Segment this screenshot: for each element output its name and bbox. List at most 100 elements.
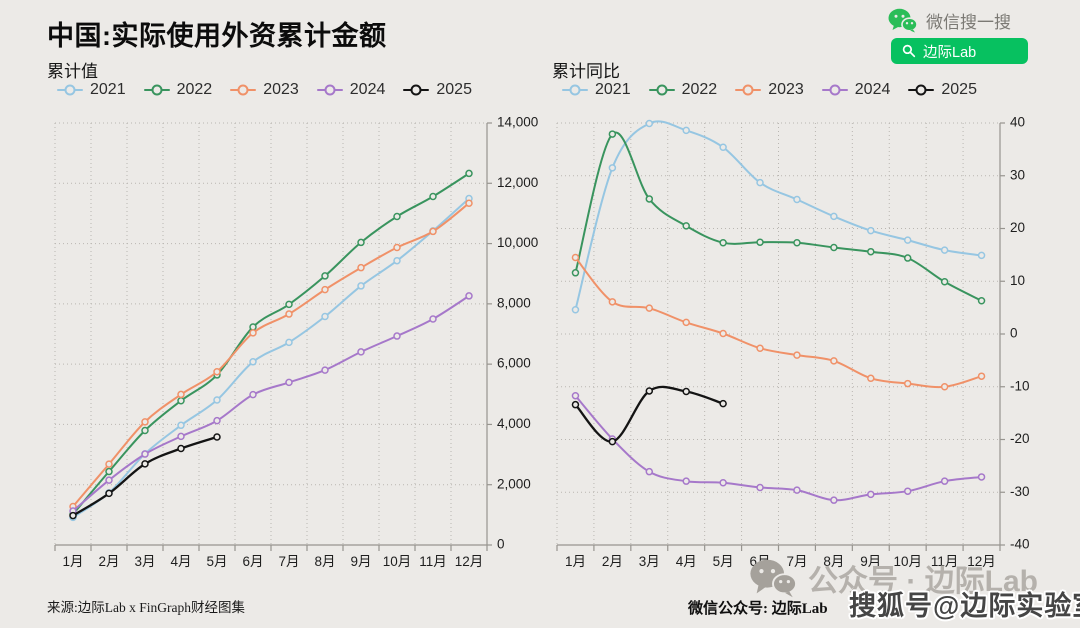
wechat-bubbles-icon bbox=[750, 559, 798, 598]
series-line-2021 bbox=[72, 197, 470, 519]
x-tick-label: 10月 bbox=[383, 554, 412, 569]
search-icon bbox=[902, 44, 916, 58]
wechat-logo-icon bbox=[888, 8, 917, 33]
y-tick-label: -30 bbox=[1010, 484, 1030, 499]
y-tick-label: -20 bbox=[1010, 431, 1030, 446]
watermark-sohu: 搜狐号@边际实验室 bbox=[849, 591, 1080, 621]
x-tick-label: 1月 bbox=[62, 554, 83, 569]
cumulative-value-chart: 0 2,000 4,000 6,000 8,000 10,000 12,000 14,000 1… bbox=[54, 115, 538, 569]
gridlines bbox=[556, 122, 1001, 546]
y-tick-label: 2,000 bbox=[497, 476, 531, 491]
y-tick-label: 20 bbox=[1010, 220, 1025, 235]
left-chart-subtitle: 累计值 bbox=[47, 62, 98, 81]
y-tick-label: 40 bbox=[1010, 115, 1025, 130]
wechat-account-note: 微信公众号: 边际Lab bbox=[688, 601, 828, 617]
x-tick-label: 4月 bbox=[170, 554, 191, 569]
axes bbox=[54, 122, 492, 551]
x-tick-label: 12月 bbox=[967, 554, 996, 569]
wechat-search-hint: 微信搜一搜 bbox=[888, 8, 1011, 33]
x-tick-label: 12月 bbox=[455, 554, 484, 569]
legend-marker-2023 bbox=[735, 84, 762, 96]
series-line-2023 bbox=[72, 202, 470, 508]
legend-item-2025[interactable]: 2025 bbox=[403, 81, 472, 99]
page-title: 中国:实际使用外资累计金额 bbox=[47, 21, 387, 51]
x-tick-label: 10月 bbox=[893, 554, 922, 569]
legend-label: 2021 bbox=[90, 81, 126, 98]
x-tick-label: 5月 bbox=[206, 554, 227, 569]
x-tick-label: 3月 bbox=[134, 554, 155, 569]
series-markers-2021 bbox=[571, 119, 986, 314]
x-tick-label: 1月 bbox=[565, 554, 586, 569]
series-markers-2024 bbox=[69, 292, 473, 515]
legend-marker-2022 bbox=[143, 84, 170, 96]
y-tick-label: 30 bbox=[1010, 167, 1025, 182]
x-tick-label: 2月 bbox=[602, 554, 623, 569]
axes bbox=[556, 122, 1005, 551]
legend-label: 2025 bbox=[941, 81, 977, 98]
x-tick-label: 8月 bbox=[823, 554, 844, 569]
y-tick-label: 10 bbox=[1010, 273, 1025, 288]
x-tick-label: 9月 bbox=[860, 554, 881, 569]
right-chart-subtitle: 累计同比 bbox=[552, 62, 620, 81]
x-tick-label: 7月 bbox=[786, 554, 807, 569]
series-markers-2023 bbox=[69, 199, 473, 511]
x-tick-label: 5月 bbox=[713, 554, 734, 569]
legend-label: 2024 bbox=[854, 81, 891, 98]
legend-label: 2024 bbox=[349, 81, 386, 98]
legend-marker-2025 bbox=[403, 84, 430, 96]
legend-marker-2025 bbox=[908, 84, 935, 96]
legend-item-2023[interactable]: 2023 bbox=[230, 81, 299, 99]
legend-label: 2023 bbox=[768, 81, 804, 98]
legend-item-2024[interactable]: 2024 bbox=[821, 81, 891, 99]
watermark-official-account: 公众号 · 边际Lab bbox=[748, 556, 1038, 600]
x-tick-label: 6月 bbox=[242, 554, 263, 569]
x-tick-label: 2月 bbox=[98, 554, 119, 569]
legend-label: 2022 bbox=[176, 81, 213, 98]
legend-item-2025[interactable]: 2025 bbox=[908, 81, 977, 99]
legend-item-2021[interactable]: 2021 bbox=[57, 81, 126, 99]
x-tick-label: 11月 bbox=[419, 554, 447, 569]
wechat-search-label: 微信搜一搜 bbox=[926, 13, 1011, 32]
series-markers-2023 bbox=[571, 253, 986, 391]
x-tick-label: 9月 bbox=[350, 554, 371, 569]
y-tick-label: 12,000 bbox=[497, 175, 538, 190]
legend-item-2024[interactable]: 2024 bbox=[316, 81, 386, 99]
y-tick-label: 8,000 bbox=[497, 295, 531, 310]
legend-item-2022[interactable]: 2022 bbox=[648, 81, 718, 99]
y-tick-label: 0 bbox=[497, 537, 505, 552]
y-tick-label: -10 bbox=[1010, 378, 1030, 393]
legend-item-2023[interactable]: 2023 bbox=[735, 81, 804, 99]
left-chart-legend: 2021 2022 2023 2024 2025 bbox=[57, 81, 472, 99]
series-markers-2024 bbox=[571, 391, 986, 504]
legend-label: 2021 bbox=[595, 81, 631, 98]
series-line-2025 bbox=[71, 435, 219, 517]
brand-search-button[interactable]: 边际Lab bbox=[891, 38, 1028, 64]
legend-marker-2024 bbox=[821, 84, 848, 96]
source-note: 来源:边际Lab x FinGraph财经图集 bbox=[47, 600, 245, 615]
y-tick-label: 10,000 bbox=[497, 235, 538, 250]
y-tick-label: 14,000 bbox=[497, 115, 538, 130]
legend-marker-2022 bbox=[648, 84, 675, 96]
legend-marker-2021 bbox=[562, 84, 588, 96]
legend-item-2021[interactable]: 2021 bbox=[562, 81, 631, 99]
legend-label: 2022 bbox=[681, 81, 718, 98]
legend-marker-2024 bbox=[316, 84, 343, 96]
series-line-2025 bbox=[574, 385, 725, 443]
legend-item-2022[interactable]: 2022 bbox=[143, 81, 213, 99]
legend-marker-2021 bbox=[57, 84, 83, 96]
y-tick-label: 6,000 bbox=[497, 356, 531, 371]
legend-label: 2023 bbox=[263, 81, 299, 98]
legend-label: 2025 bbox=[436, 81, 472, 98]
legend-marker-2023 bbox=[230, 84, 257, 96]
cumulative-yoy-chart: -40-30-20-100102030401月2月3月4月5月6月7月8月9月1… bbox=[556, 115, 1030, 569]
x-tick-label: 7月 bbox=[278, 554, 299, 569]
x-tick-label: 3月 bbox=[639, 554, 660, 569]
series-markers-2022 bbox=[571, 130, 986, 305]
y-tick-label: -40 bbox=[1010, 537, 1030, 552]
x-tick-label: 11月 bbox=[931, 554, 959, 569]
x-tick-label: 4月 bbox=[676, 554, 697, 569]
y-tick-label: 4,000 bbox=[497, 416, 531, 431]
x-tick-label: 8月 bbox=[314, 554, 335, 569]
y-tick-label: 0 bbox=[1010, 326, 1018, 341]
